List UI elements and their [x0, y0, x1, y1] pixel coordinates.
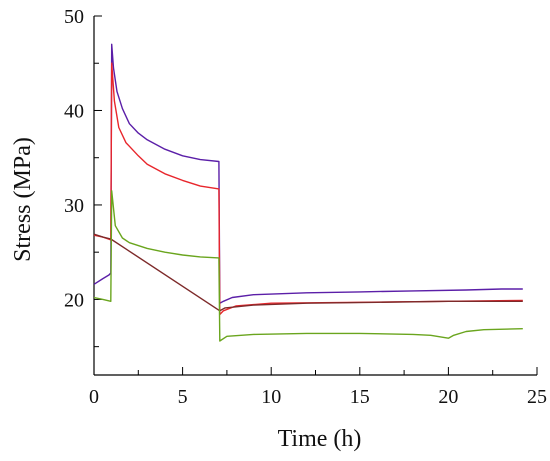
series-layer [93, 43, 523, 342]
series-line-2 [93, 62, 523, 316]
x-tick-label: 0 [89, 386, 99, 408]
y-tick-label: 40 [64, 100, 84, 122]
x-axis-title: Time (h) [278, 426, 362, 452]
series-line-1 [93, 43, 523, 304]
series-line-4 [93, 190, 523, 342]
y-tick-label: 20 [64, 289, 84, 311]
x-tick-label: 15 [350, 386, 370, 408]
x-tick-label: 5 [178, 386, 188, 408]
x-tick-label: 10 [261, 386, 281, 408]
axes: 20 30 40 50 0 5 10 15 20 25 [64, 6, 547, 408]
y-ticks: 20 30 40 50 [64, 6, 102, 348]
x-tick-label: 25 [527, 386, 547, 408]
series-line-3 [93, 233, 523, 312]
x-tick-label: 20 [438, 386, 458, 408]
x-ticks: 0 5 10 15 20 25 [89, 367, 547, 408]
y-tick-label: 50 [64, 6, 84, 28]
y-tick-label: 30 [64, 195, 84, 217]
y-axis-title: Stress (MPa) [10, 137, 36, 262]
